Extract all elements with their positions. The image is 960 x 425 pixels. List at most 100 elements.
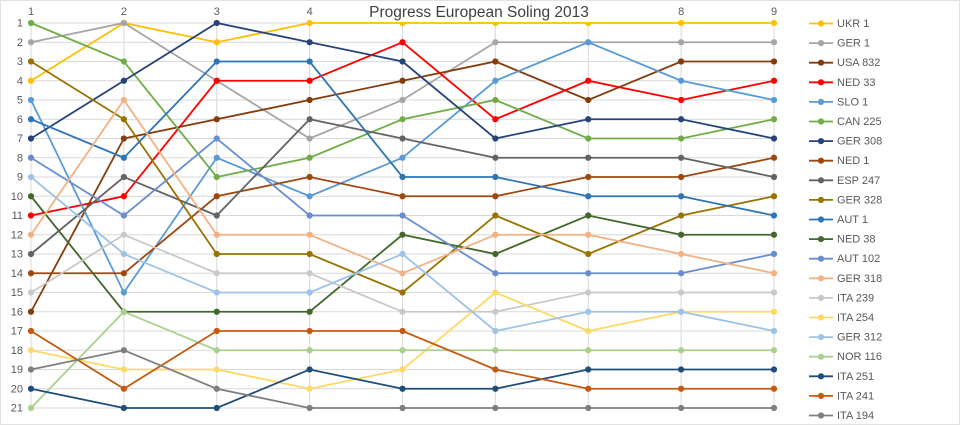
data-point-ger-318-race-6 [492,231,499,238]
series-aut-102 [27,135,778,277]
data-point-can-225-race-6 [492,96,499,104]
legend-item-ned-38: NED 38 [809,234,876,246]
data-point-ita-241-race-7 [585,385,592,392]
data-point-ned-38-race-9 [770,231,778,238]
data-point-ned-1-race-1 [27,270,35,277]
data-point-ger-328-race-6 [492,212,499,219]
data-point-ita-194-race-1 [27,366,35,373]
data-point-ita-194-race-9 [770,404,778,412]
legend-item-slo-1: SLO 1 [809,96,868,108]
data-point-usa-832-race-3 [213,116,220,123]
data-point-ita-194-race-7 [585,404,592,412]
data-point-ger-312-race-6 [492,327,499,335]
legend-label: GER 318 [837,273,882,285]
data-point-ger-308-race-7 [585,116,592,123]
series-ger-308 [27,19,778,142]
data-point-ita-254-race-1 [27,347,35,354]
data-point-can-225-race-7 [585,135,592,142]
data-point-usa-832-race-5 [399,77,406,84]
y-tick-label: 20 [11,383,23,395]
data-point-usa-832-race-9 [770,58,778,65]
legend-marker-dot [817,59,825,66]
data-point-slo-1-race-4 [306,193,313,200]
data-point-ned-1-race-5 [399,193,406,200]
data-point-ger-318-race-4 [306,231,313,238]
data-point-ger-312-race-3 [213,289,220,296]
data-point-ita-254-race-7 [585,327,592,335]
legend-label: NED 1 [837,155,869,167]
data-point-aut-1-race-7 [585,193,592,200]
data-point-ita-194-race-3 [213,385,220,392]
data-point-ita-241-race-2 [120,385,127,392]
legend-marker-dot [817,334,825,341]
series-nor-116 [27,308,778,412]
data-point-slo-1-race-3 [213,154,220,161]
y-tick-label: 19 [11,364,23,376]
y-tick-label: 14 [11,268,23,280]
data-point-usa-832-race-8 [678,58,685,65]
data-point-slo-1-race-6 [492,77,499,84]
data-point-ukr-1-race-3 [213,39,220,46]
data-point-ita-251-race-6 [492,385,499,392]
legend-label: GER 308 [837,136,882,148]
data-point-ita-194-race-4 [306,404,313,412]
data-point-ger-308-race-3 [213,19,220,27]
y-tick-label: 2 [17,37,23,49]
data-point-ned-33-race-9 [770,77,778,84]
data-point-aut-1-race-2 [120,154,127,161]
legend-label: NOR 116 [837,351,882,363]
y-tick-label: 17 [11,326,23,338]
data-point-ita-239-race-8 [678,289,685,296]
data-point-aut-102-race-8 [678,270,685,277]
data-point-ned-33-race-4 [306,77,313,84]
legend-marker-dot [817,275,825,282]
data-point-esp-247-race-1 [27,250,35,258]
data-point-ned-38-race-4 [306,308,313,315]
series-usa-832 [27,58,778,315]
data-point-ita-251-race-9 [770,366,778,373]
legend-label: GER 328 [837,194,882,206]
data-point-ned-1-race-4 [306,173,313,181]
data-point-esp-247-race-4 [306,116,313,123]
y-tick-label: 16 [11,306,23,318]
legend-label: CAN 225 [837,116,882,128]
data-point-ita-251-race-7 [585,366,592,373]
data-point-ger-318-race-5 [399,270,406,277]
data-point-ger-1-race-1 [27,39,35,46]
legend-label: AUT 1 [837,214,868,226]
data-point-slo-1-race-7 [585,39,592,46]
data-point-ita-254-race-6 [492,289,499,296]
legend-label: GER 312 [837,332,882,344]
data-point-ger-308-race-2 [120,77,127,84]
data-point-ita-241-race-6 [492,366,499,373]
data-point-ita-241-race-9 [770,385,778,392]
data-point-ger-328-race-4 [306,250,313,258]
legend-item-ita-241: ITA 241 [809,390,874,402]
y-tick-label: 11 [12,210,23,222]
y-tick-label: 15 [11,287,23,299]
data-point-ger-318-race-7 [585,231,592,238]
x-tick-label: 1 [28,6,34,18]
data-point-aut-102-race-3 [213,135,220,142]
data-point-ita-254-race-5 [399,366,406,373]
data-point-esp-247-race-2 [120,173,127,181]
legend-label: NED 33 [837,77,876,89]
data-point-ita-254-race-9 [770,308,778,315]
data-point-ger-308-race-6 [492,135,499,142]
series-aut-1 [27,58,778,219]
data-point-usa-832-race-7 [585,96,592,104]
data-point-nor-116-race-3 [213,347,220,354]
data-point-esp-247-race-5 [399,135,406,142]
data-point-ned-1-race-9 [770,154,778,161]
data-point-ita-251-race-2 [120,404,127,412]
data-point-ita-239-race-7 [585,289,592,296]
data-point-ita-254-race-2 [120,366,127,373]
data-point-ger-312-race-2 [120,250,127,258]
data-point-ita-251-race-1 [27,385,35,392]
data-point-aut-1-race-1 [27,116,35,123]
data-point-aut-102-race-2 [120,212,127,219]
data-point-ger-312-race-1 [27,173,35,181]
legend-item-ita-194: ITA 194 [809,410,874,422]
data-point-ned-38-race-1 [27,193,35,200]
